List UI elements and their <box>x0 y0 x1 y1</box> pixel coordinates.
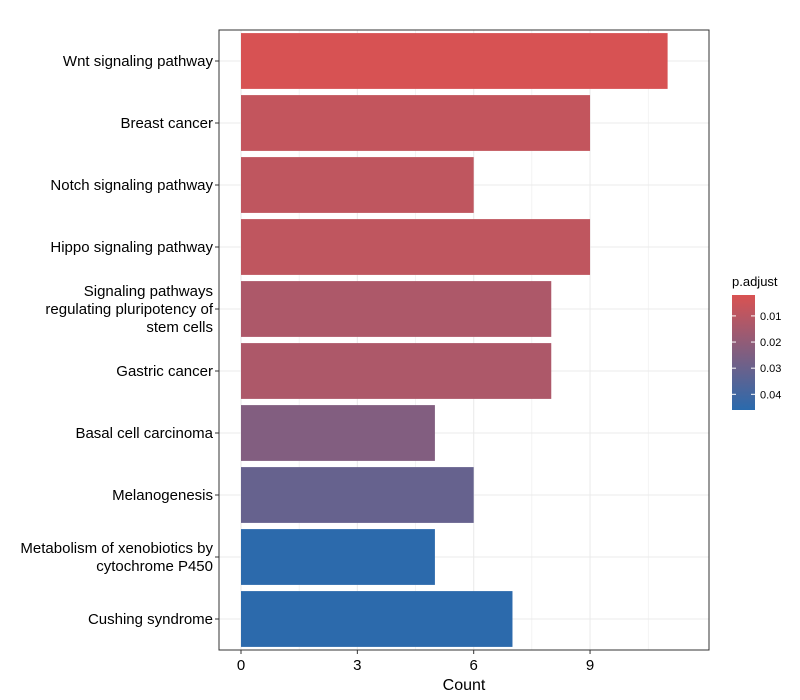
bar <box>241 281 552 337</box>
category-label-line: Metabolism of xenobiotics by <box>20 540 213 557</box>
category-label: Wnt signaling pathway <box>63 53 214 70</box>
legend-colorbar <box>732 295 755 410</box>
category-label: Breast cancer <box>120 115 213 132</box>
panel-border <box>218 29 710 651</box>
legend-tick-label: 0.01 <box>760 311 781 323</box>
bar <box>241 157 474 213</box>
bar <box>241 343 552 399</box>
bar <box>241 467 474 523</box>
x-tick-label: 0 <box>237 657 245 674</box>
category-label-line: Signaling pathways <box>84 283 213 300</box>
x-axis-title: Count <box>443 677 486 694</box>
category-label: Basal cell carcinoma <box>75 425 213 442</box>
category-label: Signaling pathways regulating pluripotenc… <box>45 283 213 336</box>
bar <box>241 33 668 89</box>
bars <box>241 33 668 647</box>
bar <box>241 405 435 461</box>
category-label-line: Hippo signaling pathway <box>50 239 213 256</box>
category-label: Hippo signaling pathway <box>50 239 213 256</box>
legend: p.adjust 0.01 0.02 0.03 0.04 <box>732 274 781 410</box>
legend-tick-label: 0.04 <box>760 389 781 401</box>
category-label-line: Wnt signaling pathway <box>63 53 214 70</box>
legend-title: p.adjust <box>732 274 778 289</box>
legend-tick-label: 0.03 <box>760 363 781 375</box>
category-label-line: Breast cancer <box>120 115 213 132</box>
category-label-line: stem cells <box>146 319 213 336</box>
x-tick-label: 3 <box>353 657 361 674</box>
category-label: Notch signaling pathway <box>50 177 213 194</box>
category-label-line: Gastric cancer <box>116 363 213 380</box>
x-tick-label: 9 <box>586 657 594 674</box>
category-label-line: Melanogenesis <box>112 487 213 504</box>
category-label: Metabolism of xenobiotics by cytochrome P… <box>20 540 213 575</box>
category-label-line: cytochrome P450 <box>96 558 213 575</box>
category-label-line: Basal cell carcinoma <box>75 425 213 442</box>
bar <box>241 219 591 275</box>
bar <box>241 95 591 151</box>
category-label: Melanogenesis <box>112 487 213 504</box>
y-axis-labels: Wnt signaling pathway Breast cancer Notch … <box>20 53 219 628</box>
x-tick-label: 6 <box>470 657 478 674</box>
category-label: Cushing syndrome <box>88 611 213 628</box>
category-label-line: Cushing syndrome <box>88 611 213 628</box>
category-label-line: Notch signaling pathway <box>50 177 213 194</box>
legend-ticks: 0.01 0.02 0.03 0.04 <box>732 311 781 401</box>
category-label: Gastric cancer <box>116 363 213 380</box>
x-axis-ticks: 0 3 6 9 <box>237 650 594 674</box>
bar <box>241 591 513 647</box>
bar <box>241 529 435 585</box>
legend-tick-label: 0.02 <box>760 337 781 349</box>
category-label-line: regulating pluripotency of <box>45 301 213 318</box>
